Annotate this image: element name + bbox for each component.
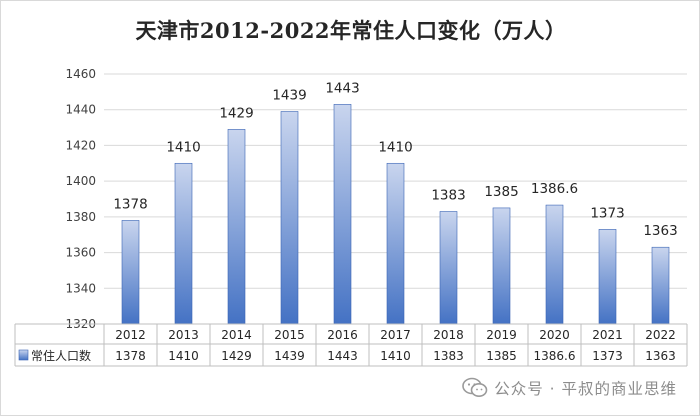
x-tick-label: 2020 xyxy=(539,328,570,342)
x-tick-label: 2017 xyxy=(380,328,411,342)
bar xyxy=(598,229,617,325)
table-value: 1385 xyxy=(486,349,517,363)
y-tick-label: 1380 xyxy=(65,210,96,224)
table-value: 1443 xyxy=(327,349,358,363)
y-tick-label: 1420 xyxy=(65,138,96,152)
data-label: 1439 xyxy=(272,88,306,104)
table-value: 1373 xyxy=(592,349,623,363)
data-label: 1363 xyxy=(643,223,677,239)
data-label: 1373 xyxy=(590,205,624,221)
x-tick-label: 2012 xyxy=(115,328,146,342)
table-value: 1439 xyxy=(274,349,305,363)
table-value: 1410 xyxy=(380,349,411,363)
table-value: 1386.6 xyxy=(534,349,576,363)
bar xyxy=(439,211,458,325)
x-tick-label: 2013 xyxy=(168,328,199,342)
table-value: 1378 xyxy=(115,349,146,363)
bar xyxy=(492,207,511,325)
bar xyxy=(121,220,140,325)
bar xyxy=(280,111,299,325)
legend-key xyxy=(18,349,29,361)
chart-title: 天津市2012-2022年常住人口变化（万人） xyxy=(135,18,567,43)
bar xyxy=(386,162,405,325)
x-tick-label: 2021 xyxy=(592,328,623,342)
y-tick-label: 1400 xyxy=(65,174,96,188)
x-tick-label: 2015 xyxy=(274,328,305,342)
table-value: 1410 xyxy=(168,349,199,363)
data-label: 1386.6 xyxy=(531,181,578,197)
watermark: 公众号 · 平叔的商业思维 xyxy=(462,377,677,399)
bar xyxy=(333,104,352,325)
wechat-icon xyxy=(462,377,488,397)
legend-label: 常住人口数 xyxy=(31,348,91,363)
bar xyxy=(545,204,564,325)
bar xyxy=(174,162,193,325)
watermark-text: 公众号 · 平叔的商业思维 xyxy=(494,380,677,398)
data-labels: 1378 1410 1429 1439 1443 1410 1383 1385 1386.6 13… xyxy=(113,80,677,239)
data-label: 1385 xyxy=(484,184,518,200)
bar xyxy=(227,129,246,325)
x-tick-label: 2016 xyxy=(327,328,358,342)
y-tick-label: 1360 xyxy=(65,246,96,260)
table-value: 1429 xyxy=(221,349,252,363)
data-label: 1429 xyxy=(219,105,253,121)
y-tick-label: 1340 xyxy=(65,281,96,295)
table-value: 1383 xyxy=(433,349,464,363)
data-label: 1410 xyxy=(378,139,412,155)
table-value: 1363 xyxy=(645,349,676,363)
data-label: 1383 xyxy=(431,188,465,204)
x-tick-label: 2014 xyxy=(221,328,252,342)
y-tick-label: 1440 xyxy=(65,103,96,117)
data-label: 1410 xyxy=(166,139,200,155)
data-label: 1378 xyxy=(113,196,147,212)
data-table: 2012 1378 2013 1410 2014 1429 2015 1439 2016 1443… xyxy=(14,323,688,367)
y-tick-label: 1460 xyxy=(65,67,96,81)
x-tick-label: 2019 xyxy=(486,328,517,342)
x-tick-label: 2018 xyxy=(433,328,464,342)
data-label: 1443 xyxy=(325,80,359,96)
x-tick-label: 2022 xyxy=(645,328,676,342)
bar xyxy=(651,246,670,325)
bars xyxy=(121,104,670,325)
